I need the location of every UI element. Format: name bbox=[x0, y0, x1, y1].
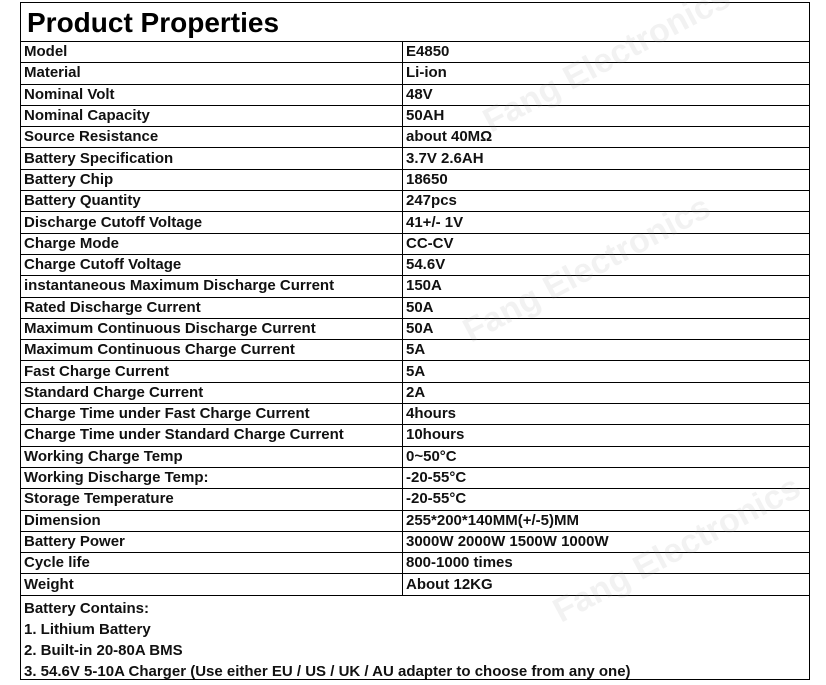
page-title: Product Properties bbox=[21, 3, 809, 42]
property-name: Material bbox=[21, 62, 403, 85]
battery-contains-item: 2. Built-in 20-80A BMS bbox=[24, 641, 183, 659]
property-name: Rated Discharge Current bbox=[21, 297, 403, 319]
property-value: 800-1000 times bbox=[402, 552, 809, 575]
property-name: Working Discharge Temp: bbox=[21, 467, 403, 490]
property-name: Standard Charge Current bbox=[21, 382, 403, 405]
property-name: Discharge Cutoff Voltage bbox=[21, 211, 403, 234]
table-row: Source Resistance about 40MΩ bbox=[21, 126, 809, 149]
property-value: 2A bbox=[402, 382, 809, 405]
table-row: Charge Cutoff Voltage 54.6V bbox=[21, 254, 809, 277]
property-name: instantaneous Maximum Discharge Current bbox=[21, 275, 403, 298]
property-value: 150A bbox=[402, 275, 809, 298]
property-value: about 40MΩ bbox=[402, 126, 809, 149]
table-row: Maximum Continuous Charge Current 5A bbox=[21, 339, 809, 362]
properties-table: Model E4850 Material Li-ion Nominal Volt 48V N… bbox=[21, 42, 809, 596]
table-row: Weight About 12KG bbox=[21, 573, 809, 596]
property-value: 247pcs bbox=[402, 190, 809, 213]
table-row: Battery Power 3000W 2000W 1500W 1000W bbox=[21, 531, 809, 554]
property-value: CC-CV bbox=[402, 233, 809, 255]
property-value: 4hours bbox=[402, 403, 809, 426]
property-name: Cycle life bbox=[21, 552, 403, 575]
property-name: Working Charge Temp bbox=[21, 446, 403, 468]
property-name: Charge Time under Standard Charge Curren… bbox=[21, 424, 403, 447]
property-value: 50A bbox=[402, 297, 809, 319]
property-name: Maximum Continuous Discharge Current bbox=[21, 318, 403, 341]
table-row: Battery Specification 3.7V 2.6AH bbox=[21, 147, 809, 170]
property-name: Dimension bbox=[21, 510, 403, 532]
property-value: 10hours bbox=[402, 424, 809, 447]
property-value: -20-55°C bbox=[402, 488, 809, 511]
table-row: Charge Mode CC-CV bbox=[21, 233, 809, 255]
table-row: Storage Temperature -20-55°C bbox=[21, 488, 809, 511]
table-row: Nominal Volt 48V bbox=[21, 84, 809, 106]
battery-contains-heading: Battery Contains: bbox=[24, 599, 150, 617]
table-row: Fast Charge Current 5A bbox=[21, 360, 809, 383]
property-name: Battery Power bbox=[21, 531, 403, 554]
property-name: Charge Cutoff Voltage bbox=[21, 254, 403, 277]
property-value: 5A bbox=[402, 360, 809, 383]
property-value: 5A bbox=[402, 339, 809, 362]
property-value: About 12KG bbox=[402, 573, 809, 596]
property-name: Nominal Capacity bbox=[21, 105, 403, 128]
property-value: 50A bbox=[402, 318, 809, 341]
property-name: Charge Mode bbox=[21, 233, 403, 255]
table-row: Model E4850 bbox=[21, 42, 809, 64]
property-name: Storage Temperature bbox=[21, 488, 403, 511]
battery-contains-item: 1. Lithium Battery bbox=[24, 620, 151, 638]
battery-contains-section: Battery Contains: 1. Lithium Battery 2. … bbox=[21, 596, 809, 684]
property-value: 0~50°C bbox=[402, 446, 809, 468]
table-row: Maximum Continuous Discharge Current 50A bbox=[21, 318, 809, 341]
property-name: Fast Charge Current bbox=[21, 360, 403, 383]
table-row: Dimension 255*200*140MM(+/-5)MM bbox=[21, 510, 809, 532]
table-row: Nominal Capacity 50AH bbox=[21, 105, 809, 128]
property-name: Maximum Continuous Charge Current bbox=[21, 339, 403, 362]
property-value: 255*200*140MM(+/-5)MM bbox=[402, 510, 809, 532]
property-value: 54.6V bbox=[402, 254, 809, 277]
table-row: Rated Discharge Current 50A bbox=[21, 297, 809, 319]
table-row: Material Li-ion bbox=[21, 62, 809, 85]
table-row: Discharge Cutoff Voltage 41+/- 1V bbox=[21, 211, 809, 234]
table-row: Cycle life 800-1000 times bbox=[21, 552, 809, 575]
property-value: E4850 bbox=[402, 42, 809, 64]
table-row: Working Discharge Temp: -20-55°C bbox=[21, 467, 809, 490]
table-row: Working Charge Temp 0~50°C bbox=[21, 446, 809, 468]
table-row: Battery Quantity 247pcs bbox=[21, 190, 809, 213]
table-row: Charge Time under Standard Charge Curren… bbox=[21, 424, 809, 447]
property-value: 41+/- 1V bbox=[402, 211, 809, 234]
product-properties-sheet: Product Properties Model E4850 Material Li-… bbox=[20, 2, 810, 680]
table-row: Standard Charge Current 2A bbox=[21, 382, 809, 405]
table-row: Charge Time under Fast Charge Current 4ho… bbox=[21, 403, 809, 426]
property-name: Battery Quantity bbox=[21, 190, 403, 213]
property-value: 3000W 2000W 1500W 1000W bbox=[402, 531, 809, 554]
property-value: 50AH bbox=[402, 105, 809, 128]
property-value: 3.7V 2.6AH bbox=[402, 147, 809, 170]
property-name: Nominal Volt bbox=[21, 84, 403, 106]
property-name: Weight bbox=[21, 573, 403, 596]
property-value: Li-ion bbox=[402, 62, 809, 85]
property-name: Battery Specification bbox=[21, 147, 403, 170]
property-value: -20-55°C bbox=[402, 467, 809, 490]
table-row: Battery Chip 18650 bbox=[21, 169, 809, 192]
property-name: Source Resistance bbox=[21, 126, 403, 149]
property-name: Charge Time under Fast Charge Current bbox=[21, 403, 403, 426]
table-row: instantaneous Maximum Discharge Current 1… bbox=[21, 275, 809, 298]
property-name: Battery Chip bbox=[21, 169, 403, 192]
battery-contains-item: 3. 54.6V 5-10A Charger (Use either EU / … bbox=[24, 662, 631, 680]
property-value: 48V bbox=[402, 84, 809, 106]
property-value: 18650 bbox=[402, 169, 809, 192]
property-name: Model bbox=[21, 42, 403, 64]
